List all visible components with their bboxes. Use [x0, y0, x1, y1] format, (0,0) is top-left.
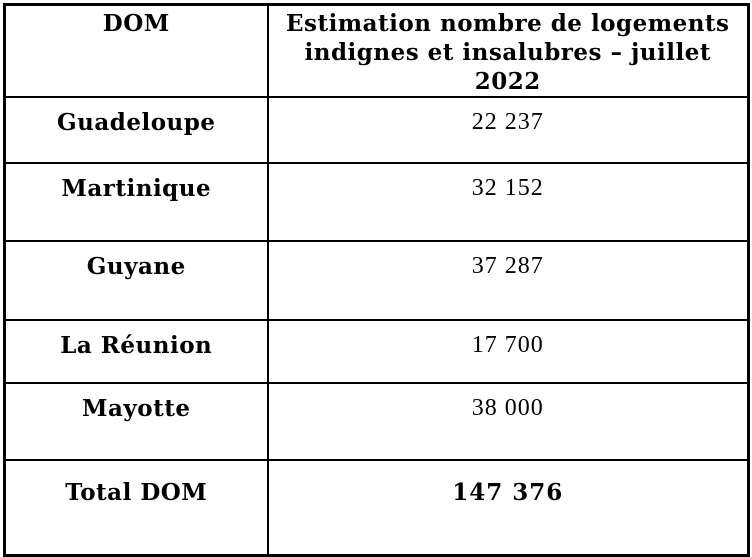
table-row-total: Total DOM 147 376 — [3, 459, 750, 557]
region-label: Guyane — [3, 240, 269, 322]
table-row-guyane: Guyane 37 287 — [3, 240, 750, 322]
estimation-header-line2: indignes et insalubres – juillet 2022 — [304, 38, 712, 95]
header-row: DOM Estimation nombre de logements indig… — [3, 3, 750, 99]
table-row-guadeloupe: Guadeloupe 22 237 — [3, 96, 750, 165]
region-value: 32 152 — [266, 162, 750, 243]
region-value: 22 237 — [266, 96, 750, 165]
region-value: 37 287 — [266, 240, 750, 322]
dom-column-header: DOM — [3, 3, 269, 99]
region-label: Martinique — [3, 162, 269, 243]
region-value: 17 700 — [266, 319, 750, 385]
table-row-mayotte: Mayotte 38 000 — [3, 382, 750, 462]
logements-table-container: DOM Estimation nombre de logements indig… — [3, 3, 750, 557]
region-value: 38 000 — [266, 382, 750, 462]
table-row-la-reunion: La Réunion 17 700 — [3, 319, 750, 385]
logements-table: DOM Estimation nombre de logements indig… — [3, 3, 750, 557]
total-value: 147 376 — [266, 459, 750, 557]
region-label: La Réunion — [3, 319, 269, 385]
total-label: Total DOM — [3, 459, 269, 557]
estimation-column-header: Estimation nombre de logements indignes … — [266, 3, 750, 99]
region-label: Guadeloupe — [3, 96, 269, 165]
estimation-header-line1: Estimation nombre de logements — [285, 10, 730, 37]
region-label: Mayotte — [3, 382, 269, 462]
table-row-martinique: Martinique 32 152 — [3, 162, 750, 243]
